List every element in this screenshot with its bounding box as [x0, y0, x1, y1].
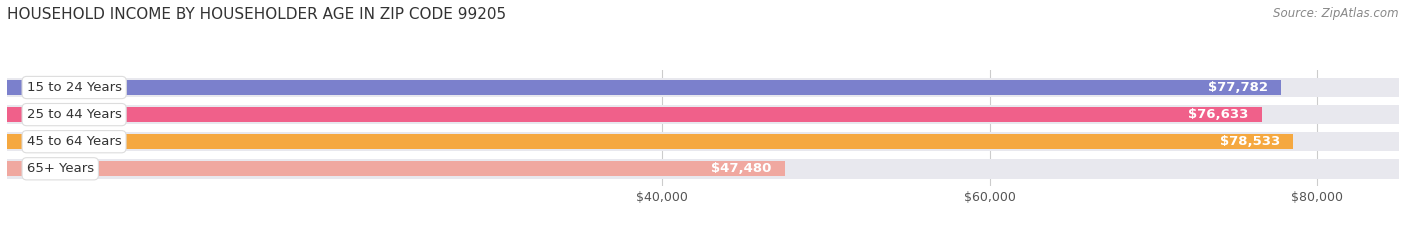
Text: $77,782: $77,782 [1208, 81, 1268, 94]
Text: $47,480: $47,480 [711, 162, 772, 175]
Bar [7, 134, 1294, 149]
Text: 25 to 44 Years: 25 to 44 Years [27, 108, 121, 121]
Bar [7, 107, 1263, 122]
Bar [7, 80, 1281, 95]
Bar [7, 105, 1399, 124]
Text: $76,633: $76,633 [1188, 108, 1249, 121]
Text: 45 to 64 Years: 45 to 64 Years [27, 135, 121, 148]
Bar [7, 78, 1399, 97]
Text: HOUSEHOLD INCOME BY HOUSEHOLDER AGE IN ZIP CODE 99205: HOUSEHOLD INCOME BY HOUSEHOLDER AGE IN Z… [7, 7, 506, 22]
Bar [7, 159, 1399, 178]
Text: Source: ZipAtlas.com: Source: ZipAtlas.com [1274, 7, 1399, 20]
Text: 65+ Years: 65+ Years [27, 162, 94, 175]
Bar [7, 132, 1399, 151]
Bar [7, 161, 785, 176]
Text: $78,533: $78,533 [1220, 135, 1279, 148]
Text: 15 to 24 Years: 15 to 24 Years [27, 81, 122, 94]
